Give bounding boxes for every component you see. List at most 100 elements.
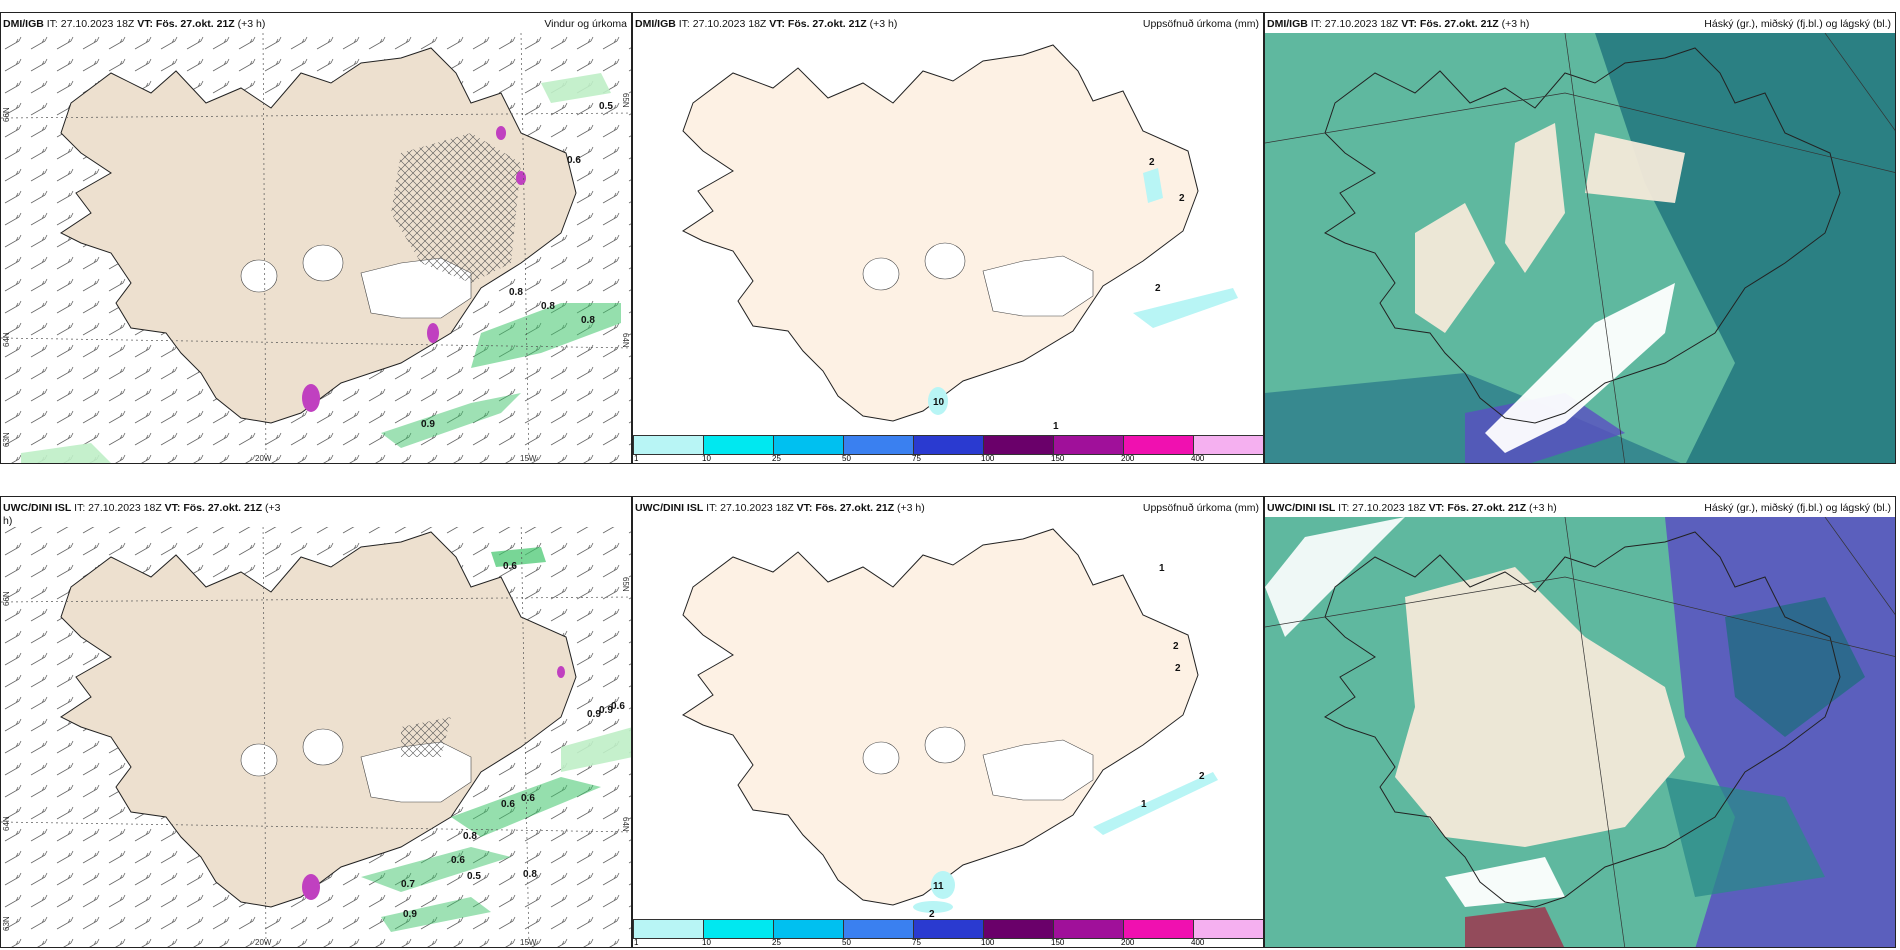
right-lat-label-65: 65N [621, 93, 630, 108]
panel-title: Uppsöfnuð úrkoma (mm) [1142, 18, 1259, 30]
contour-label: 0.8 [541, 301, 555, 312]
point-label: 2 [1179, 193, 1185, 204]
lat-label-63: 63N [2, 432, 11, 447]
colorbar-swatch [703, 920, 773, 938]
precip-colorbar: 1 10 25 50 75 100 150 200 400 [633, 919, 1263, 947]
point-label: 10 [933, 397, 945, 408]
point-label: 11 [933, 881, 944, 892]
colorbar-labels: 1 10 25 50 75 100 150 200 400 [633, 454, 1263, 463]
red-patch-south [1465, 907, 1565, 947]
wind-map: 66N 64N 63N 20W 15W 65N 64N 0.6 0.9 0.9 … [1, 517, 631, 947]
panel-header: DMI/IGB IT: 27.10.2023 18Z VT: Fös. 27.o… [1, 13, 631, 33]
panel-header: DMI/IGB IT: 27.10.2023 18Z VT: Fös. 27.o… [633, 13, 1263, 33]
colorbar-label: 50 [842, 454, 851, 463]
panel-clouds-uwc: UWC/DINI ISL IT: 27.10.2023 18Z VT: Fös.… [1264, 496, 1896, 948]
precip-core-se [427, 323, 439, 343]
panel-accum-precip-uwc: UWC/DINI ISL IT: 27.10.2023 18Z VT: Fös.… [632, 496, 1264, 948]
precip-area-east [1143, 168, 1163, 203]
contour-label: 0.5 [467, 871, 481, 882]
lead-label: (+3 h) [897, 502, 925, 514]
lat-label-66: 66N [2, 591, 11, 606]
precip-band-north [541, 73, 611, 103]
glacier-hofsjokull [862, 257, 900, 291]
panel-title: Háský (gr.), miðský (fj.bl.) og lágský (… [1704, 18, 1891, 30]
clear-band-4 [1485, 283, 1675, 453]
glacier-hofsjokull [240, 743, 278, 777]
colorbar-label: 400 [1191, 938, 1205, 947]
glacier-vatnajokull [982, 739, 1094, 801]
colorbar-label: 1 [634, 938, 639, 947]
panel-title: Uppsöfnuð úrkoma (mm) [1142, 502, 1259, 514]
glacier-langjokull [924, 242, 966, 280]
lat-line-64 [1, 821, 631, 833]
contour-label: 0.8 [509, 287, 523, 298]
source-label: UWC/DINI ISL [1267, 502, 1336, 514]
right-lat-label-65: 65N [621, 577, 630, 592]
cloud-low-east [1725, 597, 1865, 737]
glacier-langjokull [924, 726, 966, 764]
contour-label: 0.8 [581, 315, 595, 326]
contour-label: 0.5 [599, 101, 613, 112]
contour-label: 0.6 [611, 701, 625, 712]
panel-wind-precip-uwc: UWC/DINI ISL IT: 27.10.2023 18Z VT: Fös.… [0, 496, 632, 948]
lat-line-64 [1, 337, 631, 349]
it-label: IT: 27.10.2023 18Z [1338, 502, 1426, 514]
contour-label: 0.8 [523, 869, 537, 880]
colorbar-label: 25 [772, 454, 781, 463]
clear-band-1 [1415, 203, 1495, 333]
hatch-region-east [391, 133, 521, 283]
colorbar-swatch [1193, 436, 1263, 454]
lat-label-64: 64N [2, 816, 11, 831]
grid-line [1564, 517, 1626, 947]
header-left: UWC/DINI ISL IT: 27.10.2023 18Z VT: Fös.… [635, 502, 925, 514]
contour-label: 0.6 [567, 155, 581, 166]
point-label: 2 [1155, 283, 1161, 294]
it-label: IT: 27.10.2023 18Z [678, 18, 767, 30]
colorbar-label: 150 [1051, 938, 1065, 947]
precip-band-se-2 [451, 777, 601, 837]
colorbar-swatch [633, 920, 703, 938]
cloud-map [1265, 517, 1895, 947]
colorbar-label: 200 [1121, 454, 1135, 463]
point-label: 1 [1053, 421, 1059, 432]
contour-label: 0.6 [501, 799, 515, 810]
colorbar-labels: 1 10 25 50 75 100 150 200 400 [633, 938, 1263, 947]
colorbar-swatch [1053, 920, 1123, 938]
panel-accum-precip-dmi: DMI/IGB IT: 27.10.2023 18Z VT: Fös. 27.o… [632, 12, 1264, 464]
precip-band-south-2 [381, 897, 491, 932]
point-label: 2 [1199, 771, 1205, 782]
colorbar-label: 1 [634, 454, 639, 463]
colorbar-label: 10 [702, 938, 711, 947]
lead-label: (+3 [265, 502, 281, 514]
header-left: DMI/IGB IT: 27.10.2023 18Z VT: Fös. 27.o… [635, 18, 897, 30]
lon-label-20w: 20W [255, 938, 272, 947]
panel-header: UWC/DINI ISL IT: 27.10.2023 18Z VT: Fös.… [633, 497, 1263, 517]
colorbar-swatches [633, 919, 1263, 939]
colorbar-swatches [633, 435, 1263, 455]
it-label: IT: 27.10.2023 18Z [46, 18, 135, 30]
colorbar-swatch [1123, 920, 1193, 938]
colorbar-label: 50 [842, 938, 851, 947]
cloud-map [1265, 33, 1895, 463]
header-left: UWC/DINI ISL IT: 27.10.2023 18Z VT: Fös.… [1267, 502, 1557, 514]
contour-label: 0.7 [401, 879, 415, 890]
panel-wind-precip-dmi: DMI/IGB IT: 27.10.2023 18Z VT: Fös. 27.o… [0, 12, 632, 464]
precip-core-east2 [516, 171, 526, 185]
vt-label: VT: Fös. 27.okt. 21Z [164, 502, 263, 514]
lon-label-15w: 15W [520, 938, 537, 947]
colorbar-label: 75 [912, 454, 921, 463]
colorbar-swatch [983, 920, 1053, 938]
point-label: 1 [1141, 799, 1147, 810]
colorbar-swatch [1123, 436, 1193, 454]
lon-line-20 [262, 33, 267, 463]
precip-core-south [302, 384, 320, 412]
grid-line [1265, 576, 1895, 657]
it-label: IT: 27.10.2023 18Z [706, 502, 794, 514]
accum-precip-map: 2 2 2 10 1 [682, 44, 1238, 432]
point-label: 2 [1175, 663, 1181, 674]
colorbar-swatch [633, 436, 703, 454]
colorbar-label: 100 [981, 454, 995, 463]
hatch-region [401, 717, 451, 757]
lat-label-66: 66N [2, 107, 11, 122]
precip-band-sw [21, 443, 111, 463]
